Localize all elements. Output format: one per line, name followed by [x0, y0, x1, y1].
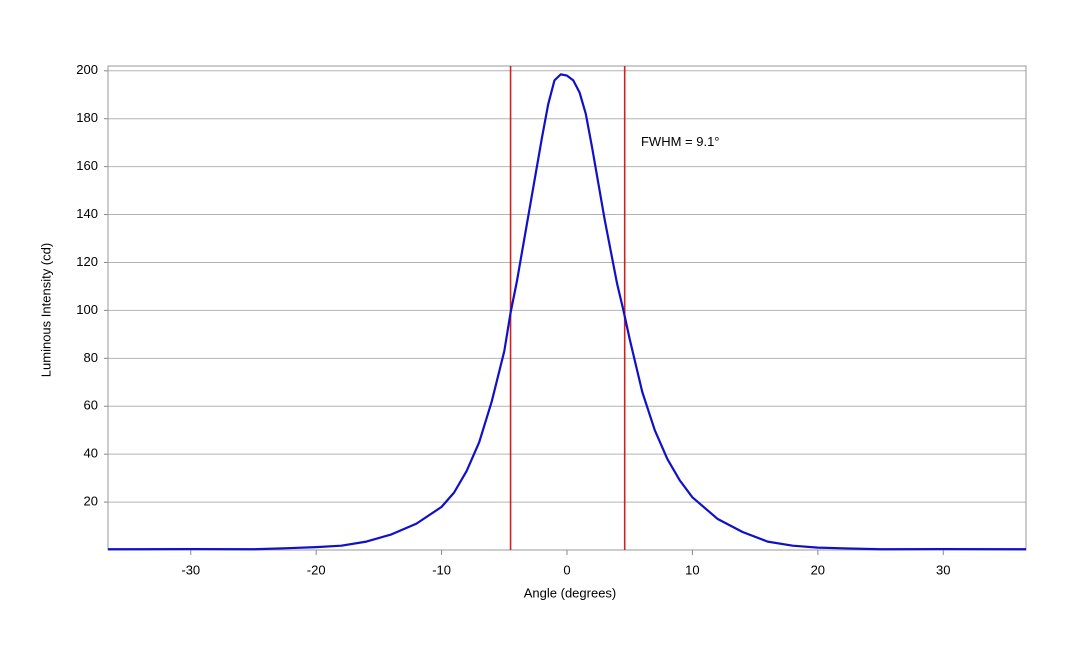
x-axis-label: Angle (degrees) [524, 585, 617, 600]
x-tick-label: 20 [811, 562, 825, 577]
x-tick-label: 0 [563, 562, 570, 577]
annotation: FWHM = 9.1° [641, 134, 720, 149]
y-tick-label: 180 [76, 110, 98, 125]
y-tick-label: 200 [76, 62, 98, 77]
y-tick-label: 140 [76, 206, 98, 221]
x-tick-label: -20 [307, 562, 326, 577]
y-axis-label: Luminous Intensity (cd) [38, 243, 53, 377]
y-tick-label: 20 [84, 494, 98, 509]
y-tick-label: 60 [84, 398, 98, 413]
y-tick-label: 80 [84, 350, 98, 365]
x-tick-label: -30 [181, 562, 200, 577]
y-tick-label: 120 [76, 254, 98, 269]
x-tick-label: -10 [432, 562, 451, 577]
x-tick-label: 30 [936, 562, 950, 577]
data-line [107, 73, 1027, 551]
y-tick-label: 100 [76, 302, 98, 317]
y-tick-label: 160 [76, 158, 98, 173]
plot-border [107, 65, 1027, 551]
y-tick-label: 40 [84, 446, 98, 461]
x-tick-label: 10 [685, 562, 699, 577]
